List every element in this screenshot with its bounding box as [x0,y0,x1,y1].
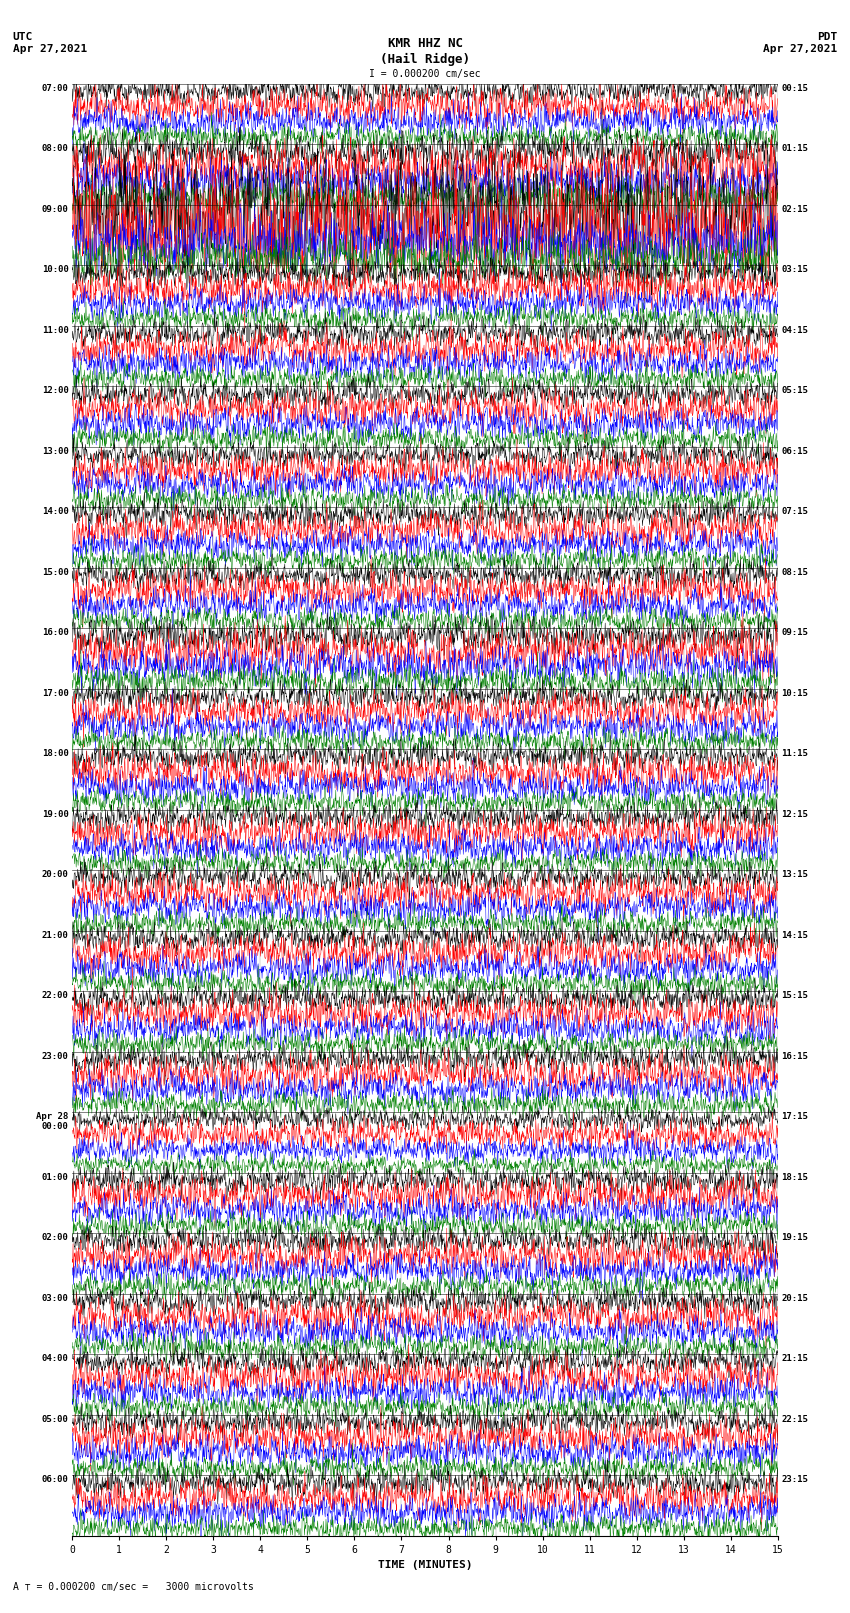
Text: 15:00: 15:00 [42,568,69,577]
Text: A ⊤ = 0.000200 cm/sec =   3000 microvolts: A ⊤ = 0.000200 cm/sec = 3000 microvolts [13,1582,253,1592]
Text: 10:15: 10:15 [781,689,808,698]
Text: 08:00: 08:00 [42,145,69,153]
Text: 04:15: 04:15 [781,326,808,336]
Text: 19:00: 19:00 [42,810,69,819]
Text: 03:15: 03:15 [781,266,808,274]
Text: 07:15: 07:15 [781,506,808,516]
Text: PDT
Apr 27,2021: PDT Apr 27,2021 [763,32,837,53]
Text: 19:15: 19:15 [781,1232,808,1242]
Text: (Hail Ridge): (Hail Ridge) [380,53,470,66]
Text: 15:15: 15:15 [781,990,808,1000]
Text: 12:15: 12:15 [781,810,808,819]
Text: 04:00: 04:00 [42,1355,69,1363]
Text: 06:00: 06:00 [42,1474,69,1484]
Text: 03:00: 03:00 [42,1294,69,1303]
Text: 08:15: 08:15 [781,568,808,577]
Text: 02:00: 02:00 [42,1232,69,1242]
Text: 14:15: 14:15 [781,931,808,940]
Text: 05:15: 05:15 [781,387,808,395]
Text: 11:00: 11:00 [42,326,69,336]
Text: I = 0.000200 cm/sec: I = 0.000200 cm/sec [369,69,481,79]
Text: 16:00: 16:00 [42,629,69,637]
Text: 07:00: 07:00 [42,84,69,94]
Text: 22:00: 22:00 [42,990,69,1000]
Text: 14:00: 14:00 [42,506,69,516]
Text: 22:15: 22:15 [781,1415,808,1424]
Text: 09:00: 09:00 [42,205,69,215]
Text: 13:15: 13:15 [781,871,808,879]
Text: 10:00: 10:00 [42,266,69,274]
Text: 17:00: 17:00 [42,689,69,698]
Text: 23:15: 23:15 [781,1474,808,1484]
Text: 23:00: 23:00 [42,1052,69,1061]
Text: 02:15: 02:15 [781,205,808,215]
Text: 20:00: 20:00 [42,871,69,879]
Text: 20:15: 20:15 [781,1294,808,1303]
Text: 18:00: 18:00 [42,748,69,758]
Text: 16:15: 16:15 [781,1052,808,1061]
Text: 01:15: 01:15 [781,145,808,153]
Text: 01:00: 01:00 [42,1173,69,1182]
Text: KMR HHZ NC: KMR HHZ NC [388,37,462,50]
Text: 12:00: 12:00 [42,387,69,395]
Text: 21:00: 21:00 [42,931,69,940]
Text: 05:00: 05:00 [42,1415,69,1424]
Text: 06:15: 06:15 [781,447,808,456]
Text: 18:15: 18:15 [781,1173,808,1182]
Text: 11:15: 11:15 [781,748,808,758]
Text: 13:00: 13:00 [42,447,69,456]
Text: 17:15: 17:15 [781,1113,808,1121]
Text: UTC
Apr 27,2021: UTC Apr 27,2021 [13,32,87,53]
Text: 00:15: 00:15 [781,84,808,94]
Text: Apr 28
00:00: Apr 28 00:00 [37,1113,69,1131]
Text: 09:15: 09:15 [781,629,808,637]
X-axis label: TIME (MINUTES): TIME (MINUTES) [377,1560,473,1569]
Text: 21:15: 21:15 [781,1355,808,1363]
